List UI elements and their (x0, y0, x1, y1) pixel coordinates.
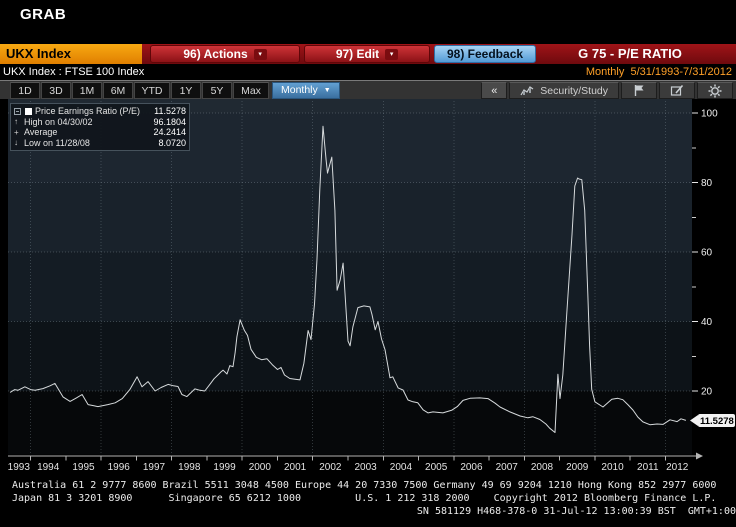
series-label: Price Earnings Ratio (P/E) (35, 106, 141, 117)
y-axis-label: 100 (701, 109, 718, 120)
chart-icon (520, 85, 534, 95)
feedback-button[interactable]: 98) Feedback (434, 45, 537, 63)
chevron-down-icon[interactable]: ▾ (253, 48, 267, 60)
x-axis-year-label: 2002 (319, 462, 342, 473)
footer-contact-line: Australia 61 2 9777 8600 Brazil 5511 304… (12, 480, 717, 491)
average-value: 24.2414 (153, 127, 186, 138)
low-label: Low on 11/28/08 (24, 137, 90, 148)
last-value-pointer (690, 414, 698, 426)
x-axis-year-label: 2012 (666, 462, 689, 473)
last-value-tag (698, 413, 735, 427)
chart-background-band (8, 321, 692, 391)
x-axis-year-label: 1994 (37, 462, 60, 473)
range-tab-max[interactable]: Max (233, 82, 269, 99)
y-axis-label: 40 (701, 317, 713, 328)
x-axis-year-label: 2001 (284, 462, 307, 473)
ticker-input[interactable]: UKX Index (0, 44, 142, 64)
security-description: UKX Index : FTSE 100 Index (3, 66, 145, 78)
price-line (9, 125, 687, 433)
chart-background-band (8, 391, 692, 455)
chart-background-band (8, 252, 692, 322)
series-last-value: 11.5278 (154, 106, 186, 117)
edit-button-label: 97) Edit (335, 47, 380, 61)
low-value: 8.0720 (158, 137, 186, 148)
legend-low-row: ↓ Low on 11/28/08 8.0720 (14, 138, 186, 149)
annotate-icon (670, 84, 684, 96)
high-label: High on 04/30/02 (24, 116, 93, 127)
annotate-note-button[interactable] (659, 82, 695, 99)
x-axis-year-label: 2004 (390, 462, 413, 473)
x-axis-year-label: 1995 (72, 462, 95, 473)
x-axis-year-label: 1993 (8, 462, 31, 473)
x-axis-year-label: 2005 (425, 462, 448, 473)
actions-button-label: 96) Actions (183, 47, 248, 61)
legend-high-row: ↑ High on 04/30/02 96.1804 (14, 117, 186, 128)
security-study-button[interactable]: Security/Study (509, 82, 619, 99)
legend-series-row[interactable]: Price Earnings Ratio (P/E) 11.5278 (14, 106, 186, 117)
edit-button[interactable]: 97) Edit ▾ (304, 45, 430, 63)
gear-icon (708, 84, 722, 97)
x-axis-year-label: 2003 (355, 462, 378, 473)
security-study-label: Security/Study (540, 84, 608, 97)
average-label: Average (24, 127, 58, 138)
x-axis-year-label: 1998 (178, 462, 201, 473)
footer-session-line: SN 581129 H468-378-0 31-Jul-12 13:00:39 … (416, 506, 736, 517)
x-axis-arrow (696, 452, 703, 460)
legend-average-row: + Average 24.2414 (14, 127, 186, 138)
chevron-down-icon[interactable]: ▾ (385, 48, 399, 60)
period-and-range: Monthly 5/31/1993-7/31/2012 (585, 66, 732, 78)
series-color-swatch (25, 107, 32, 115)
x-axis-year-label: 2007 (496, 462, 519, 473)
settings-button[interactable] (697, 82, 733, 99)
y-axis-label: 60 (701, 248, 713, 259)
last-value-text: 11.5278 (700, 416, 734, 427)
grab-title: GRAB (20, 6, 67, 23)
x-axis-year-label: 1997 (143, 462, 166, 473)
pe-ratio-chart[interactable]: 1993 1994 1995 1996 1997 1998 1999 2000 2001 2002… (0, 99, 736, 478)
chart-background-band (8, 182, 692, 252)
chart-toolbar: 1D 3D 1M 6M YTD 1Y 5Y Max Monthly ▼ « Security/St… (0, 80, 736, 99)
range-tab-1d[interactable]: 1D (10, 82, 40, 99)
low-marker-icon: ↓ (14, 138, 18, 148)
period-dropdown[interactable]: Monthly ▼ (272, 82, 340, 99)
x-axis-year-label: 2000 (249, 462, 272, 473)
x-axis-year-label: 2008 (531, 462, 554, 473)
x-axis-year-label: 1996 (108, 462, 131, 473)
range-tab-6m[interactable]: 6M (103, 82, 133, 99)
x-axis-year-label: 1999 (213, 462, 236, 473)
range-tab-1y[interactable]: 1Y (171, 82, 201, 99)
range-tab-group: 1D 3D 1M 6M YTD 1Y 5Y Max Monthly ▼ (10, 82, 340, 99)
y-axis-label: 20 (701, 387, 713, 398)
actions-button[interactable]: 96) Actions ▾ (150, 45, 300, 63)
chart-legend[interactable]: Price Earnings Ratio (P/E) 11.5278 ↑ Hig… (10, 103, 190, 151)
feedback-button-label: 98) Feedback (447, 47, 524, 61)
average-marker-icon: + (14, 127, 19, 137)
legend-collapse-icon[interactable] (14, 107, 21, 115)
range-tab-3d[interactable]: 3D (41, 82, 71, 99)
command-bar: UKX Index 96) Actions ▾ 97) Edit ▾ 98) F… (0, 44, 736, 64)
x-axis-year-label: 2011 (637, 462, 659, 473)
x-axis-year-label: 2006 (460, 462, 483, 473)
flag-icon (634, 85, 644, 96)
high-marker-icon: ↑ (14, 117, 18, 127)
range-tab-1m[interactable]: 1M (72, 82, 102, 99)
chevron-down-icon: ▼ (323, 87, 331, 94)
footer-copyright-line: Japan 81 3 3201 8900 Singapore 65 6212 1… (12, 493, 717, 504)
high-value: 96.1804 (153, 116, 186, 127)
flag-annotation-button[interactable] (621, 82, 657, 99)
screen-title: G 75 - P/E RATIO (578, 46, 682, 61)
period-dropdown-label: Monthly (281, 84, 318, 96)
range-tab-5y[interactable]: 5Y (202, 82, 232, 99)
status-row: UKX Index : FTSE 100 Index Monthly 5/31/… (0, 64, 736, 80)
toolbar-right-group: « Security/Study (481, 82, 733, 99)
x-axis-year-label: 2009 (566, 462, 589, 473)
range-tab-ytd[interactable]: YTD (134, 82, 170, 99)
x-axis-year-label: 2010 (601, 462, 624, 473)
y-axis-label: 80 (701, 178, 713, 189)
collapse-panel-button[interactable]: « (481, 82, 508, 99)
